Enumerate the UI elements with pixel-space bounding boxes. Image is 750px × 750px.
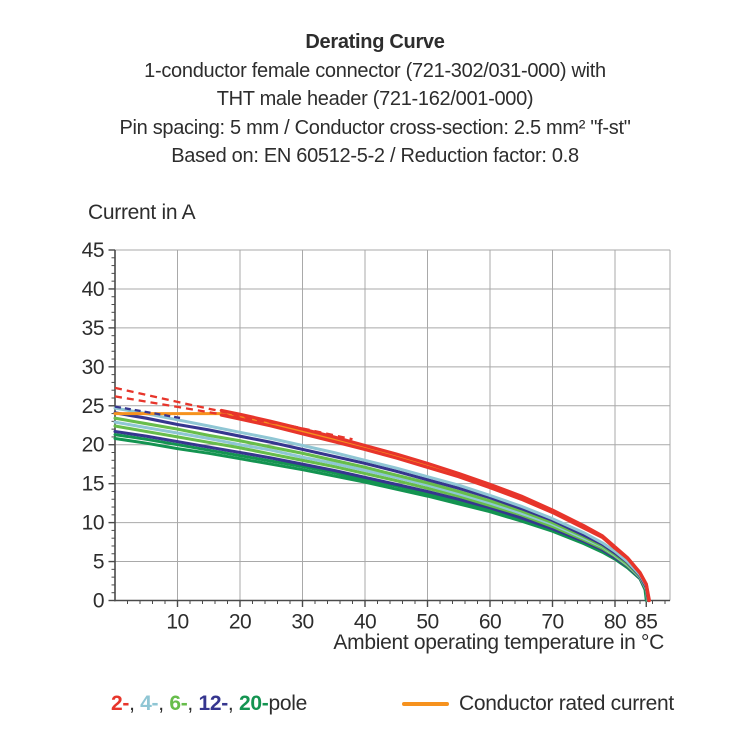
legend-pole-suffix: pole — [268, 692, 307, 715]
x-tick-label-30: 30 — [291, 611, 313, 634]
x-tick-label-40: 40 — [354, 611, 376, 634]
y-tick-label-20: 20 — [82, 434, 104, 457]
curve-pole4-a — [113, 406, 651, 602]
legend-separator: , — [158, 692, 170, 715]
y-tick-label-5: 5 — [93, 551, 104, 574]
legend-pole-20: 20- — [239, 692, 269, 715]
curve-rated-current — [113, 412, 651, 602]
title-block: Derating Curve 1-conductor female connec… — [0, 28, 750, 171]
legend-separator: , — [187, 692, 199, 715]
x-tick-label-50: 50 — [416, 611, 438, 634]
curve-pole2-dashed-b — [114, 395, 291, 427]
legend-separator: , — [227, 692, 239, 715]
x-axis-title: Ambient operating temperature in °C — [333, 631, 664, 654]
chart-subtitle-line-1: 1-conductor female connector (721-302/03… — [144, 59, 606, 82]
legend-pole-2: 2- — [111, 692, 130, 715]
y-tick-label-35: 35 — [82, 317, 104, 340]
y-tick-label-40: 40 — [82, 278, 104, 301]
y-axis-title: Current in A — [88, 201, 196, 224]
x-tick-label-10: 10 — [166, 611, 188, 634]
x-tick-label-20: 20 — [229, 611, 251, 634]
legend-separator: , — [129, 692, 141, 715]
chart-title: Derating Curve — [305, 31, 445, 53]
chart-subtitle-line-4: Based on: EN 60512-5-2 / Reduction facto… — [171, 145, 579, 167]
curves — [113, 386, 651, 603]
chart-subtitle-line-3: Pin spacing: 5 mm / Conductor cross-sect… — [119, 116, 631, 139]
axes — [114, 250, 670, 602]
rated-current-label: Conductor rated current — [459, 692, 674, 715]
x-tick-label-80: 80 — [604, 611, 626, 634]
x-tick-labels: 10 20 30 40 50 60 70 80 85 — [166, 611, 658, 634]
axis-ticks — [108, 249, 666, 607]
legend-poles: 2-, 4-, 6-, 12-, 20-pole — [111, 692, 307, 716]
y-tick-label-30: 30 — [82, 356, 104, 379]
y-tick-label-0: 0 — [93, 590, 104, 613]
rated-current-line-swatch — [402, 702, 449, 706]
curve-pole2-dashed-a — [114, 386, 353, 441]
legend-pole-6: 6- — [169, 692, 188, 715]
chart-subtitle-line-2: THT male header (721-162/001-000) — [216, 88, 534, 110]
legend-pole-4: 4- — [140, 692, 159, 715]
curve-pole2-a — [219, 408, 651, 603]
curve-pole12-dashed — [114, 405, 184, 420]
y-tick-label-45: 45 — [82, 239, 104, 262]
legend-rated-current: Conductor rated current — [402, 692, 674, 716]
y-tick-label-25: 25 — [82, 395, 104, 418]
y-tick-label-10: 10 — [82, 512, 104, 535]
y-tick-labels: 0 5 10 15 20 25 30 35 40 45 — [82, 239, 105, 613]
y-tick-label-15: 15 — [82, 473, 104, 496]
x-tick-label-60: 60 — [479, 611, 501, 634]
x-tick-label-70: 70 — [541, 611, 563, 634]
x-tick-label-85: 85 — [635, 611, 657, 634]
legend-pole-12: 12- — [198, 692, 228, 715]
